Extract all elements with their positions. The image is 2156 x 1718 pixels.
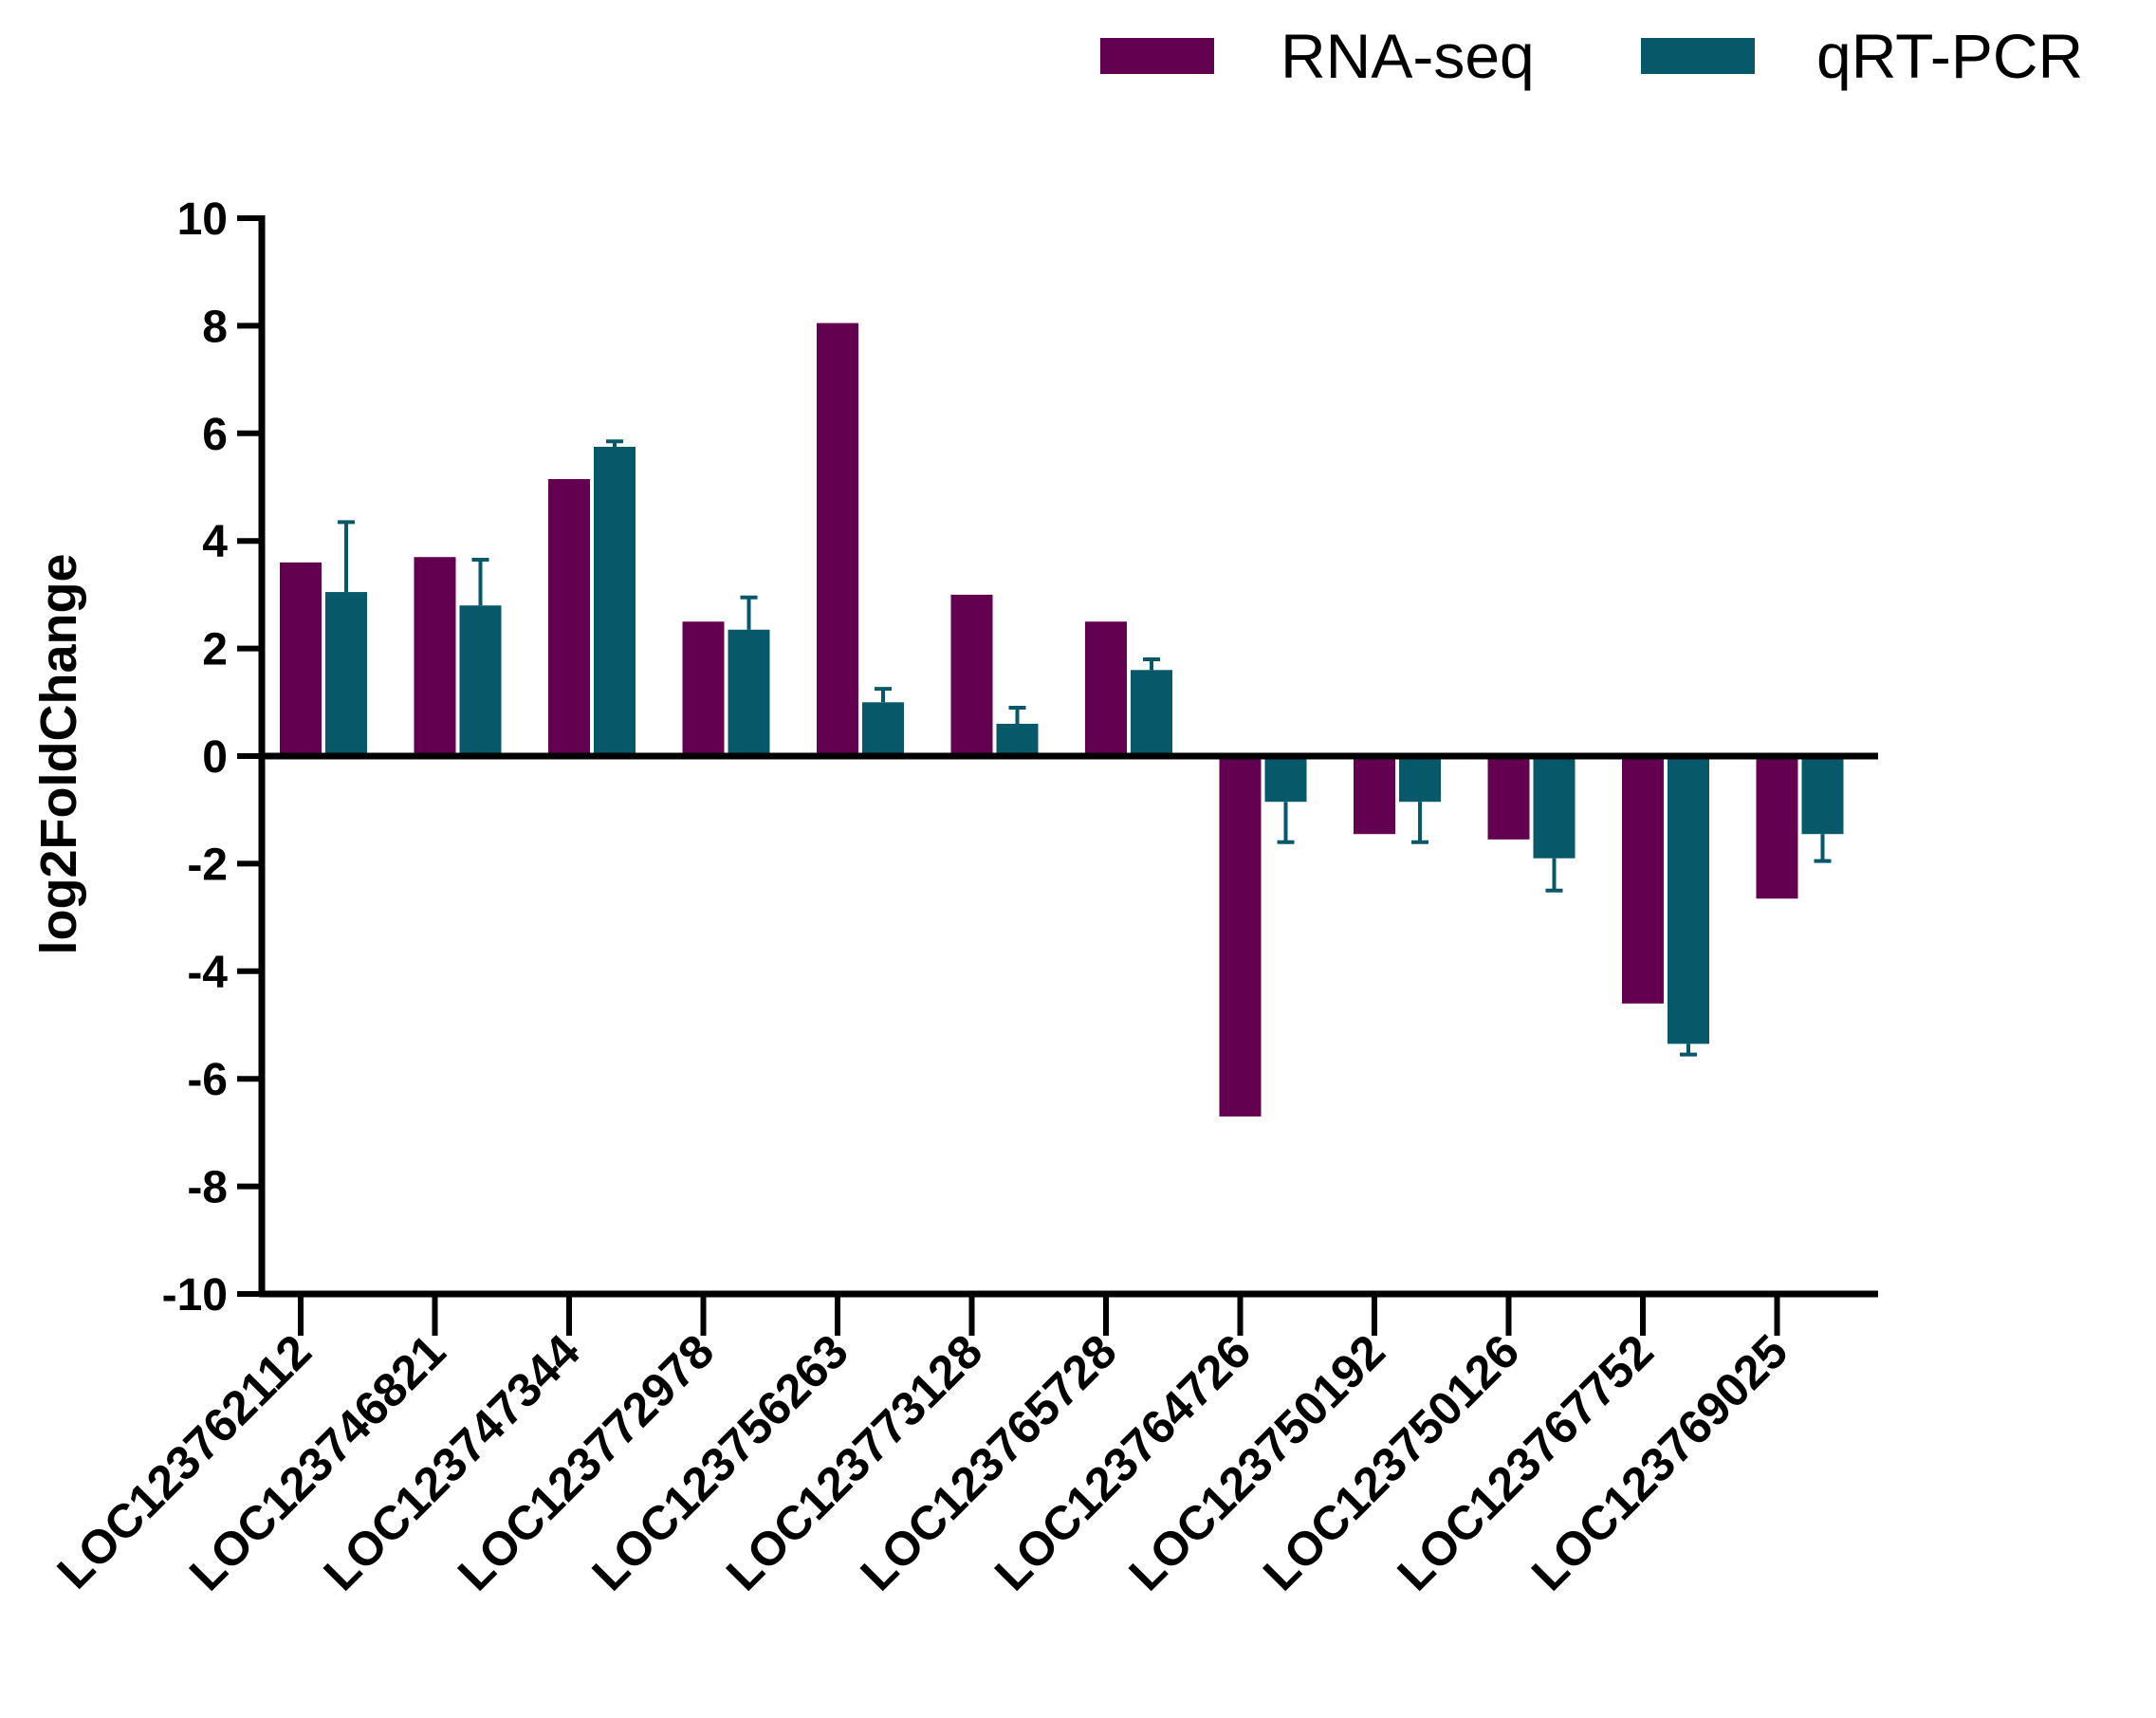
bar-rna-seq <box>1622 756 1664 1004</box>
y-axis-title: log2FoldChange <box>30 554 87 955</box>
y-tick-label: -4 <box>187 948 228 998</box>
bar-qrt-pcr <box>1264 756 1307 803</box>
y-tick-label: -2 <box>187 840 228 890</box>
bar-qrt-pcr <box>1131 670 1172 756</box>
legend-label-qrt-pcr: qRT-PCR <box>1816 21 2083 91</box>
bar-rna-seq <box>280 562 322 756</box>
y-tick-label: -6 <box>187 1055 228 1105</box>
y-tick-label: 10 <box>177 194 228 245</box>
bar-rna-seq <box>950 594 993 756</box>
y-tick-label: 0 <box>202 732 228 783</box>
bar-qrt-pcr <box>862 702 904 756</box>
bar-qrt-pcr <box>1399 756 1441 803</box>
legend: RNA-seq qRT-PCR <box>1100 21 2083 91</box>
bar-rna-seq <box>1085 621 1127 756</box>
bars <box>280 323 1844 1117</box>
y-tick-label: -10 <box>162 1270 228 1321</box>
bar-rna-seq <box>1487 756 1530 840</box>
bar-rna-seq <box>1219 756 1262 1117</box>
y-tick-label: 4 <box>202 517 228 567</box>
x-axis-ticks: LOC123762112LOC123746821LOC123747344LOC1… <box>47 1294 1797 1600</box>
bar-qrt-pcr <box>728 629 770 756</box>
y-tick-label: -8 <box>187 1163 228 1213</box>
legend-label-rna-seq: RNA-seq <box>1281 21 1535 91</box>
y-tick-label: 2 <box>202 625 228 675</box>
bar-qrt-pcr <box>1668 756 1709 1044</box>
bar-rna-seq <box>1756 756 1798 899</box>
bar-qrt-pcr <box>996 723 1039 756</box>
bar-qrt-pcr <box>594 446 636 756</box>
error-bars <box>338 439 1832 1057</box>
bar-rna-seq <box>414 557 456 756</box>
bar-rna-seq <box>817 323 858 756</box>
legend-swatch-qrt-pcr <box>1641 38 1755 74</box>
legend-swatch-rna-seq <box>1100 38 1214 74</box>
bar-qrt-pcr <box>325 592 367 756</box>
bar-rna-seq <box>1354 756 1395 835</box>
y-tick-label: 8 <box>202 302 228 352</box>
bar-rna-seq <box>548 478 590 756</box>
axes <box>258 215 1878 1298</box>
bar-qrt-pcr <box>459 605 502 756</box>
y-axis-ticks: 10 8 6 4 2 0 -2 -4 -6 -8 -10 <box>162 194 262 1321</box>
bar-qrt-pcr <box>1533 756 1576 859</box>
y-tick-label: 6 <box>202 410 228 460</box>
bar-rna-seq <box>682 621 725 756</box>
bar-qrt-pcr <box>1801 756 1844 835</box>
